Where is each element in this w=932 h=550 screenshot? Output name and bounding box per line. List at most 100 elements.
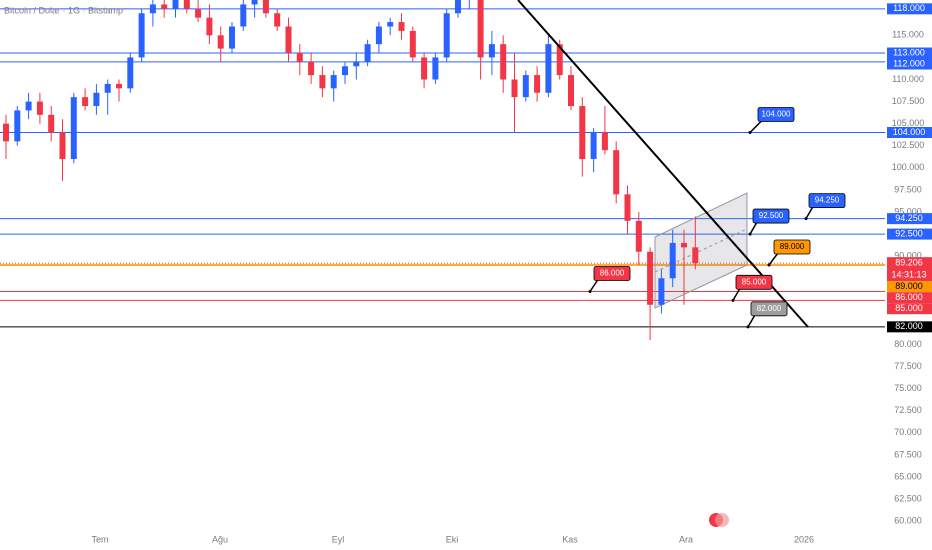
candle-body (3, 123, 9, 142)
candle-body (59, 132, 66, 159)
candles-layer (3, 0, 699, 341)
price-label-box (887, 321, 932, 333)
channel-midline (654, 228, 748, 273)
candle-body (342, 66, 348, 76)
callout-box (593, 266, 631, 281)
price-label-box (887, 47, 932, 59)
callout-label: 85.000 (742, 277, 767, 286)
candle-body (477, 0, 484, 58)
callout-pointer (768, 252, 779, 266)
callout-anchor (767, 263, 771, 267)
y-tick-label: 60.000 (894, 516, 922, 526)
y-tick-label: 107.500 (892, 96, 925, 106)
candle-body (364, 44, 371, 62)
callout-pointer (732, 287, 741, 301)
y-tick-label: 115.000 (892, 30, 924, 40)
x-tick-label: Eyl (332, 534, 345, 544)
price-label-box (887, 58, 932, 70)
candle-body (409, 30, 416, 58)
candle-body (70, 97, 77, 159)
price-label: 92.500 (895, 228, 923, 238)
y-tick-label: 65.000 (894, 471, 922, 481)
price-label: 112.000 (893, 58, 925, 68)
callout-pointer (589, 279, 599, 292)
candle-body (127, 57, 134, 89)
price-label-box (887, 127, 932, 138)
chart-title: Bitcoin / Dolar · 1G · Bitstamp (4, 5, 123, 15)
callout-box (735, 274, 773, 290)
candle-body (161, 4, 168, 9)
price-label: 86.000 (895, 292, 923, 302)
callout-box (808, 193, 846, 209)
y-tick-label: 70.000 (894, 427, 922, 437)
candle-body (443, 13, 450, 58)
callout-box (773, 239, 811, 255)
x-tick-label: Tem (91, 534, 108, 544)
axis-layer: 115.000 110.000 107.500 105.000 102.500 100.0… (91, 3, 932, 544)
y-tick-label: 97.500 (894, 184, 922, 194)
candle-body (601, 132, 608, 151)
candle-body (387, 22, 394, 27)
y-tick-label: 77.500 (894, 361, 922, 371)
candle-body (229, 26, 235, 49)
x-tick-label: 2026 (794, 534, 814, 544)
candle-body (116, 83, 122, 89)
x-tick-label: Ara (679, 534, 693, 544)
price-label-box (887, 292, 932, 304)
levels-layer (0, 8, 885, 328)
candle-body (669, 242, 676, 279)
candle-body (319, 75, 326, 89)
callout-label: 92.500 (759, 211, 784, 220)
candle-body (14, 110, 21, 142)
x-tick-label: Eki (446, 534, 459, 544)
candle-body (647, 251, 654, 305)
price-label: 113.000 (893, 47, 925, 57)
price-label: 89.206 (895, 258, 923, 268)
candle-body (285, 26, 292, 53)
candle-body (172, 0, 179, 9)
candle-body (534, 75, 541, 93)
candle-body (296, 53, 303, 62)
candle-body (568, 75, 574, 106)
callout-box (752, 208, 790, 224)
price-label: 89.000 (895, 281, 923, 291)
candle-body (274, 13, 281, 27)
trendline (517, 0, 809, 328)
candle-body (262, 0, 269, 14)
price-label-box (887, 281, 932, 293)
candle-body (635, 220, 642, 252)
candle-body (681, 242, 687, 248)
y-tick-label: 102.500 (892, 140, 925, 150)
candle-body (488, 44, 495, 58)
candle-body (375, 26, 382, 45)
y-tick-label: 75.000 (894, 383, 922, 393)
callout-anchor (748, 131, 752, 134)
y-tick-label: 72.500 (894, 405, 922, 415)
candle-body (138, 13, 145, 58)
candle-body (149, 4, 156, 14)
price-label: 104.000 (893, 127, 926, 137)
y-tick-label: 105.000 (892, 118, 925, 128)
candle-body (500, 44, 507, 80)
callout-anchor (588, 290, 592, 293)
callout-pointer (805, 206, 814, 220)
candle-body (93, 92, 100, 106)
candle-body (432, 57, 439, 80)
price-label: 118.000 (893, 3, 925, 13)
candle-body (658, 278, 665, 305)
y-tick-label: 80.000 (894, 339, 922, 349)
candle-body (511, 79, 518, 98)
candle-body (240, 4, 247, 27)
callout-anchor (746, 325, 750, 329)
candle-body (692, 247, 699, 264)
candle-body (624, 194, 631, 221)
candle-body (217, 35, 224, 49)
candle-body (545, 44, 552, 93)
candle-body (579, 106, 586, 159)
price-label-box (887, 213, 932, 225)
candle-body (251, 0, 258, 5)
callout-pointer (747, 314, 756, 328)
y-tick-label: 95.000 (894, 206, 922, 216)
price-label: 85.000 (895, 303, 923, 313)
